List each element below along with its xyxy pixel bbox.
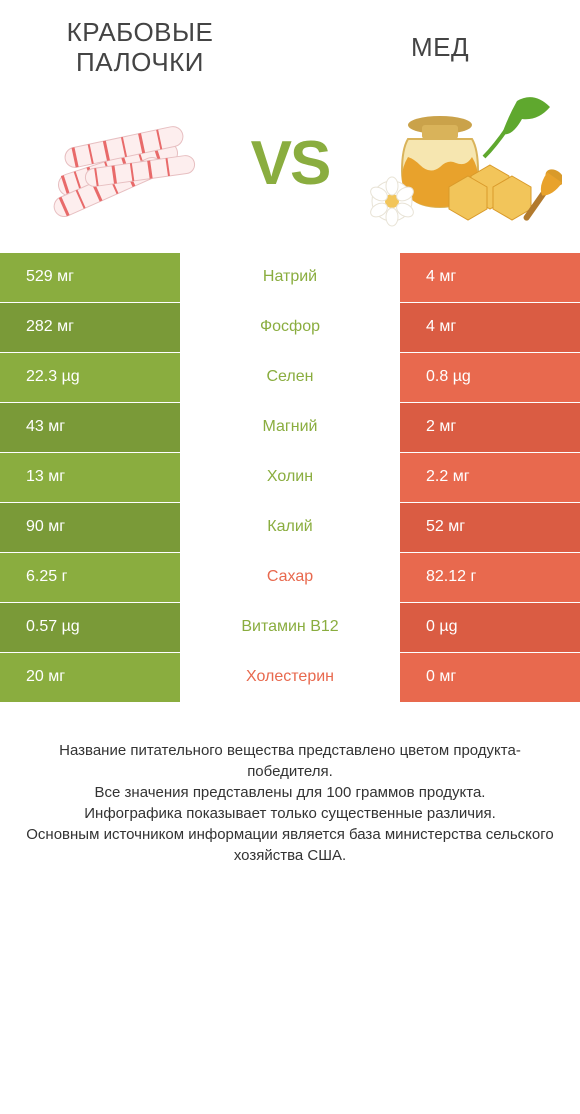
table-row: 282 мгФосфор4 мг	[0, 302, 580, 352]
right-value: 2 мг	[400, 403, 580, 452]
footer-line: Название питательного вещества представл…	[24, 740, 556, 782]
left-value: 6.25 г	[0, 553, 180, 602]
footer-line: Основным источником информации является …	[24, 824, 556, 866]
left-value: 13 мг	[0, 453, 180, 502]
nutrient-label: Витамин B12	[180, 603, 400, 652]
nutrient-label: Калий	[180, 503, 400, 552]
table-row: 529 мгНатрий4 мг	[0, 252, 580, 302]
right-product-image	[362, 94, 562, 234]
left-value: 529 мг	[0, 253, 180, 302]
images-row: VS	[0, 86, 580, 252]
honey-jar-icon	[362, 89, 562, 239]
footer-text: Название питательного вещества представл…	[0, 702, 580, 886]
table-row: 22.3 µgСелен0.8 µg	[0, 352, 580, 402]
table-row: 13 мгХолин2.2 мг	[0, 452, 580, 502]
right-value: 0 µg	[400, 603, 580, 652]
table-row: 0.57 µgВитамин B120 µg	[0, 602, 580, 652]
footer-line: Инфографика показывает только существенн…	[24, 803, 556, 824]
nutrient-label: Магний	[180, 403, 400, 452]
header: КРАБОВЫЕ ПАЛОЧКИ МЕД	[0, 0, 580, 86]
footer-line: Все значения представлены для 100 граммо…	[24, 782, 556, 803]
nutrient-label: Фосфор	[180, 303, 400, 352]
right-value: 0 мг	[400, 653, 580, 702]
nutrient-label: Холин	[180, 453, 400, 502]
left-value: 0.57 µg	[0, 603, 180, 652]
right-product-title: МЕД	[340, 18, 540, 78]
left-product-title: КРАБОВЫЕ ПАЛОЧКИ	[40, 18, 240, 78]
comparison-table: 529 мгНатрий4 мг282 мгФосфор4 мг22.3 µgС…	[0, 252, 580, 702]
right-value: 82.12 г	[400, 553, 580, 602]
nutrient-label: Сахар	[180, 553, 400, 602]
right-value: 4 мг	[400, 253, 580, 302]
right-value: 0.8 µg	[400, 353, 580, 402]
table-row: 90 мгКалий52 мг	[0, 502, 580, 552]
left-value: 282 мг	[0, 303, 180, 352]
right-value: 4 мг	[400, 303, 580, 352]
vs-label: VS	[251, 128, 330, 199]
left-value: 90 мг	[0, 503, 180, 552]
left-value: 43 мг	[0, 403, 180, 452]
right-value: 2.2 мг	[400, 453, 580, 502]
table-row: 20 мгХолестерин0 мг	[0, 652, 580, 702]
right-value: 52 мг	[400, 503, 580, 552]
table-row: 6.25 гСахар82.12 г	[0, 552, 580, 602]
table-row: 43 мгМагний2 мг	[0, 402, 580, 452]
nutrient-label: Селен	[180, 353, 400, 402]
left-value: 20 мг	[0, 653, 180, 702]
left-value: 22.3 µg	[0, 353, 180, 402]
nutrient-label: Холестерин	[180, 653, 400, 702]
crab-sticks-icon	[23, 99, 213, 229]
nutrient-label: Натрий	[180, 253, 400, 302]
left-product-image	[18, 94, 218, 234]
